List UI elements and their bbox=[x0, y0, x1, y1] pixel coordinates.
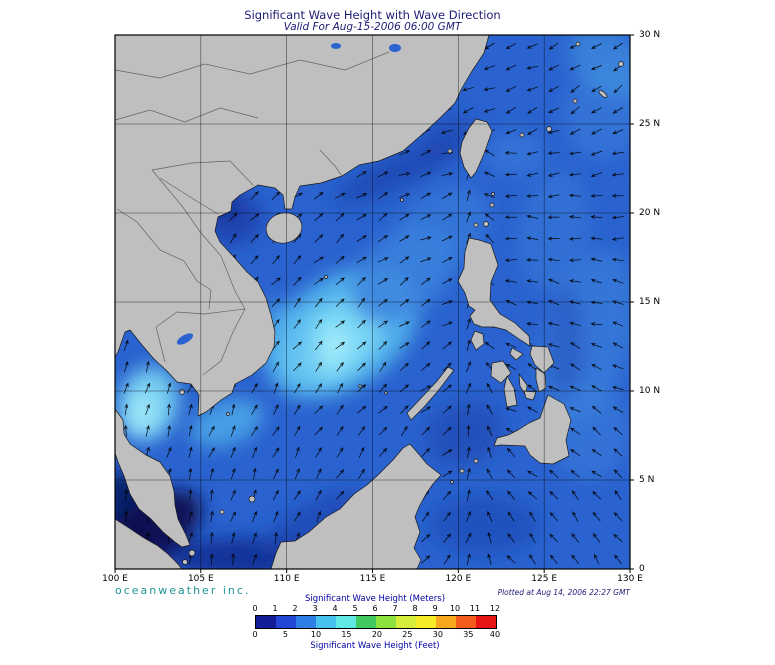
meters-tick-label: 1 bbox=[272, 604, 278, 613]
oceanweather-logo: oceanweather inc. bbox=[115, 584, 251, 597]
lat-tick-label: 25 N bbox=[639, 119, 661, 129]
feet-tick-label: 15 bbox=[341, 630, 352, 639]
lon-tick-label: 115 E bbox=[359, 574, 386, 584]
lat-tick-label: 15 N bbox=[639, 297, 661, 307]
grid-lines bbox=[115, 35, 630, 569]
landmass-negros bbox=[503, 375, 518, 408]
landmass-luzon bbox=[457, 237, 531, 347]
country-borders bbox=[115, 51, 390, 376]
landmass-hainan bbox=[265, 212, 303, 244]
feet-tick-label: 5 bbox=[282, 630, 289, 639]
colorbar-cell bbox=[276, 616, 296, 628]
colorbar-cell bbox=[476, 616, 496, 628]
landmass-palawan bbox=[406, 366, 455, 421]
colorbar-cell bbox=[456, 616, 476, 628]
landmasses bbox=[115, 35, 624, 569]
feet-tick-label: 35 bbox=[463, 630, 474, 639]
meters-tick-label: 4 bbox=[332, 604, 338, 613]
lat-tick-label: 20 N bbox=[639, 208, 661, 218]
meters-tick-label: 10 bbox=[449, 604, 461, 613]
lon-tick-label: 125 E bbox=[531, 574, 558, 584]
plotted-timestamp: Plotted at Aug 14, 2006 22:27 GMT bbox=[497, 588, 630, 597]
feet-tick-label: 20 bbox=[371, 630, 382, 639]
colorbar-cell bbox=[296, 616, 316, 628]
lon-tick-label: 100 E bbox=[102, 574, 128, 584]
landmass-mindoro bbox=[470, 330, 485, 351]
lat-tick-label: 5 N bbox=[639, 475, 655, 485]
lon-tick-label: 105 E bbox=[187, 574, 214, 584]
meters-tick-label: 7 bbox=[392, 604, 398, 613]
landmass-mindanao bbox=[493, 394, 572, 465]
colorbar-cell bbox=[316, 616, 336, 628]
meters-tick-label: 9 bbox=[432, 604, 438, 613]
landmass-sumatra bbox=[115, 518, 183, 569]
lon-tick-label: 130 E bbox=[617, 574, 643, 584]
feet-tick-label: 40 bbox=[489, 630, 501, 639]
colorbar-cell bbox=[336, 616, 356, 628]
lat-tick-label: 30 N bbox=[639, 30, 661, 40]
landmass-masbate bbox=[509, 347, 524, 361]
colorbar-cell bbox=[396, 616, 416, 628]
legend-meters-scale: 0 1 2 3 4 5 6 7 8 9 10 11 12 bbox=[252, 604, 500, 613]
axis-tick-marks bbox=[114, 34, 634, 573]
meters-tick-label: 3 bbox=[312, 604, 318, 613]
valid-time-subtitle: Valid For Aug-15-2006 06:00 GMT bbox=[283, 21, 462, 33]
colorbar-cell bbox=[356, 616, 376, 628]
lat-tick-label: 10 N bbox=[639, 386, 661, 396]
feet-tick-label: 0 bbox=[252, 630, 258, 639]
legend-feet-scale: 0 5 10 15 20 25 30 35 40 bbox=[252, 630, 500, 639]
page-title: Significant Wave Height with Wave Direct… bbox=[244, 8, 501, 22]
meters-tick-label: 5 bbox=[352, 604, 358, 613]
landmass-china-indochina bbox=[115, 35, 490, 417]
landmass-taiwan bbox=[459, 118, 493, 179]
meters-tick-label: 11 bbox=[469, 604, 481, 613]
feet-tick-label: 25 bbox=[402, 630, 413, 639]
meters-tick-label: 8 bbox=[412, 604, 418, 613]
colorbar-cell bbox=[256, 616, 276, 628]
meters-tick-label: 6 bbox=[372, 604, 378, 613]
colorbar-cell bbox=[416, 616, 436, 628]
feet-tick-label: 30 bbox=[432, 630, 443, 639]
feet-tick-label: 10 bbox=[310, 630, 322, 639]
landmass-okinawa bbox=[598, 90, 608, 98]
legend-meters-title: Significant Wave Height (Meters) bbox=[304, 594, 446, 604]
lakes bbox=[176, 43, 401, 345]
landmass-panay bbox=[490, 360, 512, 384]
landmass-leyte bbox=[535, 367, 547, 393]
colorbar-cell bbox=[436, 616, 456, 628]
meters-tick-label: 2 bbox=[292, 604, 298, 613]
lon-tick-label: 120 E bbox=[445, 574, 472, 584]
lat-tick-label: 0 bbox=[639, 564, 645, 574]
small-islands bbox=[179, 41, 624, 565]
meters-tick-label: 12 bbox=[489, 604, 501, 613]
landmass-bohol bbox=[523, 390, 537, 401]
legend-feet-title: Significant Wave Height (Feet) bbox=[310, 641, 440, 651]
meters-tick-label: 0 bbox=[252, 604, 258, 613]
colorbar-cell bbox=[376, 616, 396, 628]
colorbar bbox=[255, 615, 497, 629]
landmass-malay-peninsula bbox=[115, 408, 191, 548]
landmass-borneo bbox=[270, 443, 442, 569]
lon-tick-label: 110 E bbox=[273, 574, 300, 584]
